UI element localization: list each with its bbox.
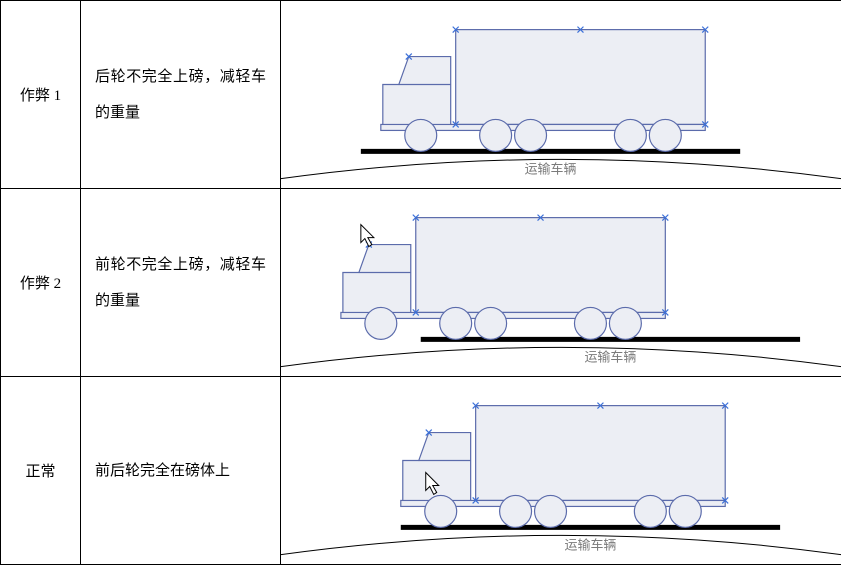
diagram-caption: 运输车辆 [525, 161, 577, 176]
row-label: 作弊 2 [1, 189, 81, 377]
ground-arc [281, 535, 841, 555]
cheating-table: 作弊 1后轮不完全上磅，减轻车的重量 [0, 0, 841, 564]
table: 作弊 1后轮不完全上磅，减轻车的重量 [0, 0, 841, 565]
row-label: 作弊 1 [1, 1, 81, 189]
row-diagram: 运输车辆 [281, 377, 841, 565]
diagram-caption: 运输车辆 [565, 537, 617, 552]
row-diagram: 运输车辆 [281, 189, 841, 377]
ground-arc [281, 347, 841, 367]
row-diagram: 运输车辆 [281, 1, 841, 189]
row-description: 前后轮完全在磅体上 [81, 377, 281, 565]
truck-diagram-svg: 运输车辆 [281, 189, 841, 376]
diagram-caption: 运输车辆 [584, 349, 636, 364]
truck-icon [341, 215, 668, 340]
row-description: 后轮不完全上磅，减轻车的重量 [81, 1, 281, 189]
truck-diagram-svg: 运输车辆 [281, 1, 841, 188]
row-label: 正常 [1, 377, 81, 565]
row-description: 前轮不完全上磅，减轻车的重量 [81, 189, 281, 377]
truck-icon [381, 27, 708, 152]
truck-icon [401, 403, 728, 528]
truck-diagram-svg: 运输车辆 [281, 377, 841, 564]
